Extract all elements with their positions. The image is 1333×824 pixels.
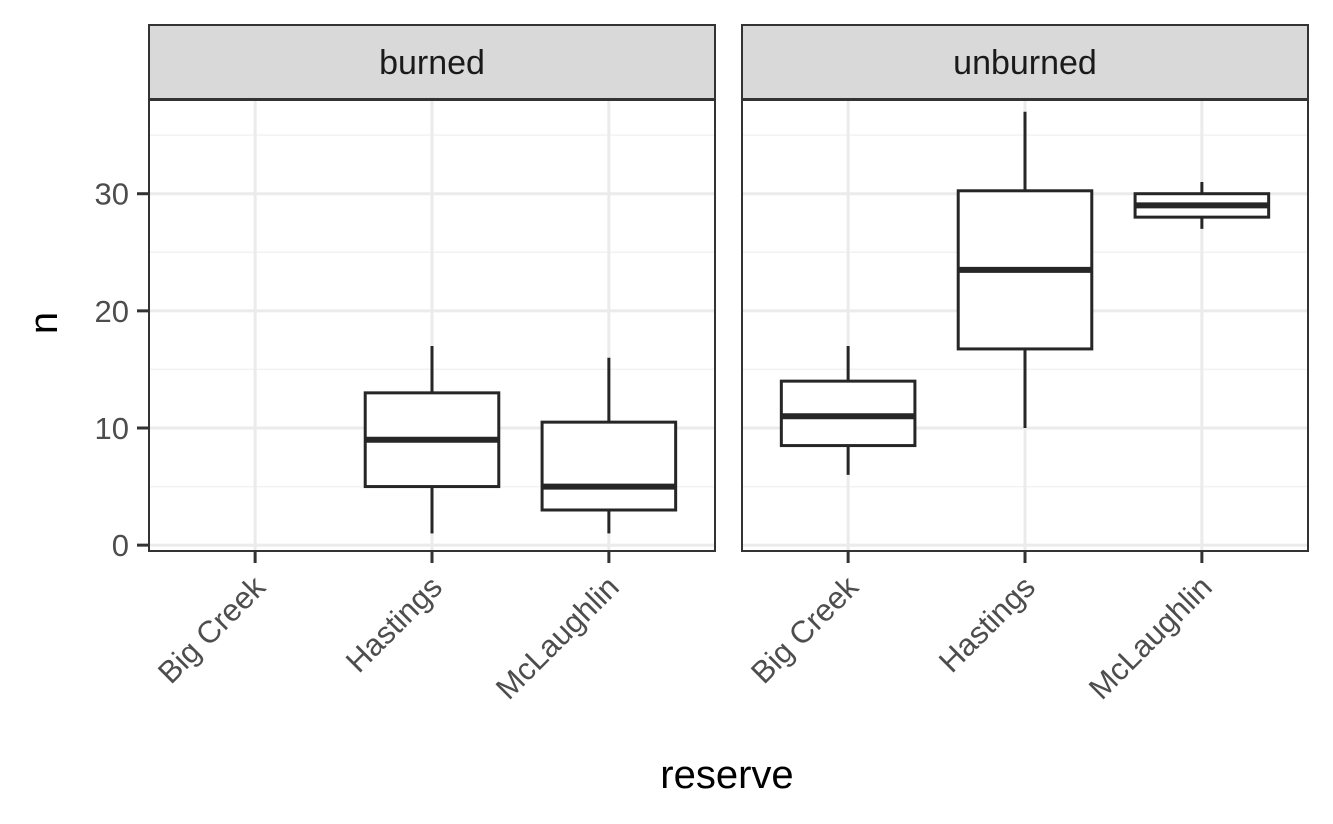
facet-label: unburned [953, 44, 1097, 82]
panel-unburned: unburned Big Creek Hastings McLaughlin [741, 24, 1309, 706]
x-axis-title: reserve [660, 753, 793, 797]
x-tick-label: Big Creek [151, 569, 272, 690]
x-tick-label: McLaughlin [1082, 569, 1219, 706]
boxplot-big-creek [779, 346, 917, 475]
x-tick-label: Hastings [932, 569, 1042, 679]
facet-strip [148, 24, 716, 100]
y-axis: 0 10 20 30 [95, 177, 149, 563]
x-tick-label: Big Creek [744, 569, 865, 690]
y-tick-label: 0 [112, 528, 129, 563]
x-tick-label: Hastings [339, 569, 449, 679]
x-tick-label: McLaughlin [489, 569, 626, 706]
boxplot-mclaughlin [540, 357, 678, 534]
boxplot-mclaughlin [1133, 182, 1271, 229]
facet-label: burned [379, 44, 485, 82]
y-tick-label: 30 [95, 177, 129, 212]
boxplot-hastings [956, 111, 1094, 428]
box-iqr [540, 420, 678, 512]
panel-burned: burned Big Creek Hastings McLaughlin [148, 24, 716, 706]
y-tick-label: 20 [95, 294, 129, 329]
y-axis-title: n [22, 312, 66, 334]
boxplot-hastings [363, 346, 501, 534]
facet-strip [741, 24, 1309, 100]
y-tick-label: 10 [95, 411, 129, 446]
